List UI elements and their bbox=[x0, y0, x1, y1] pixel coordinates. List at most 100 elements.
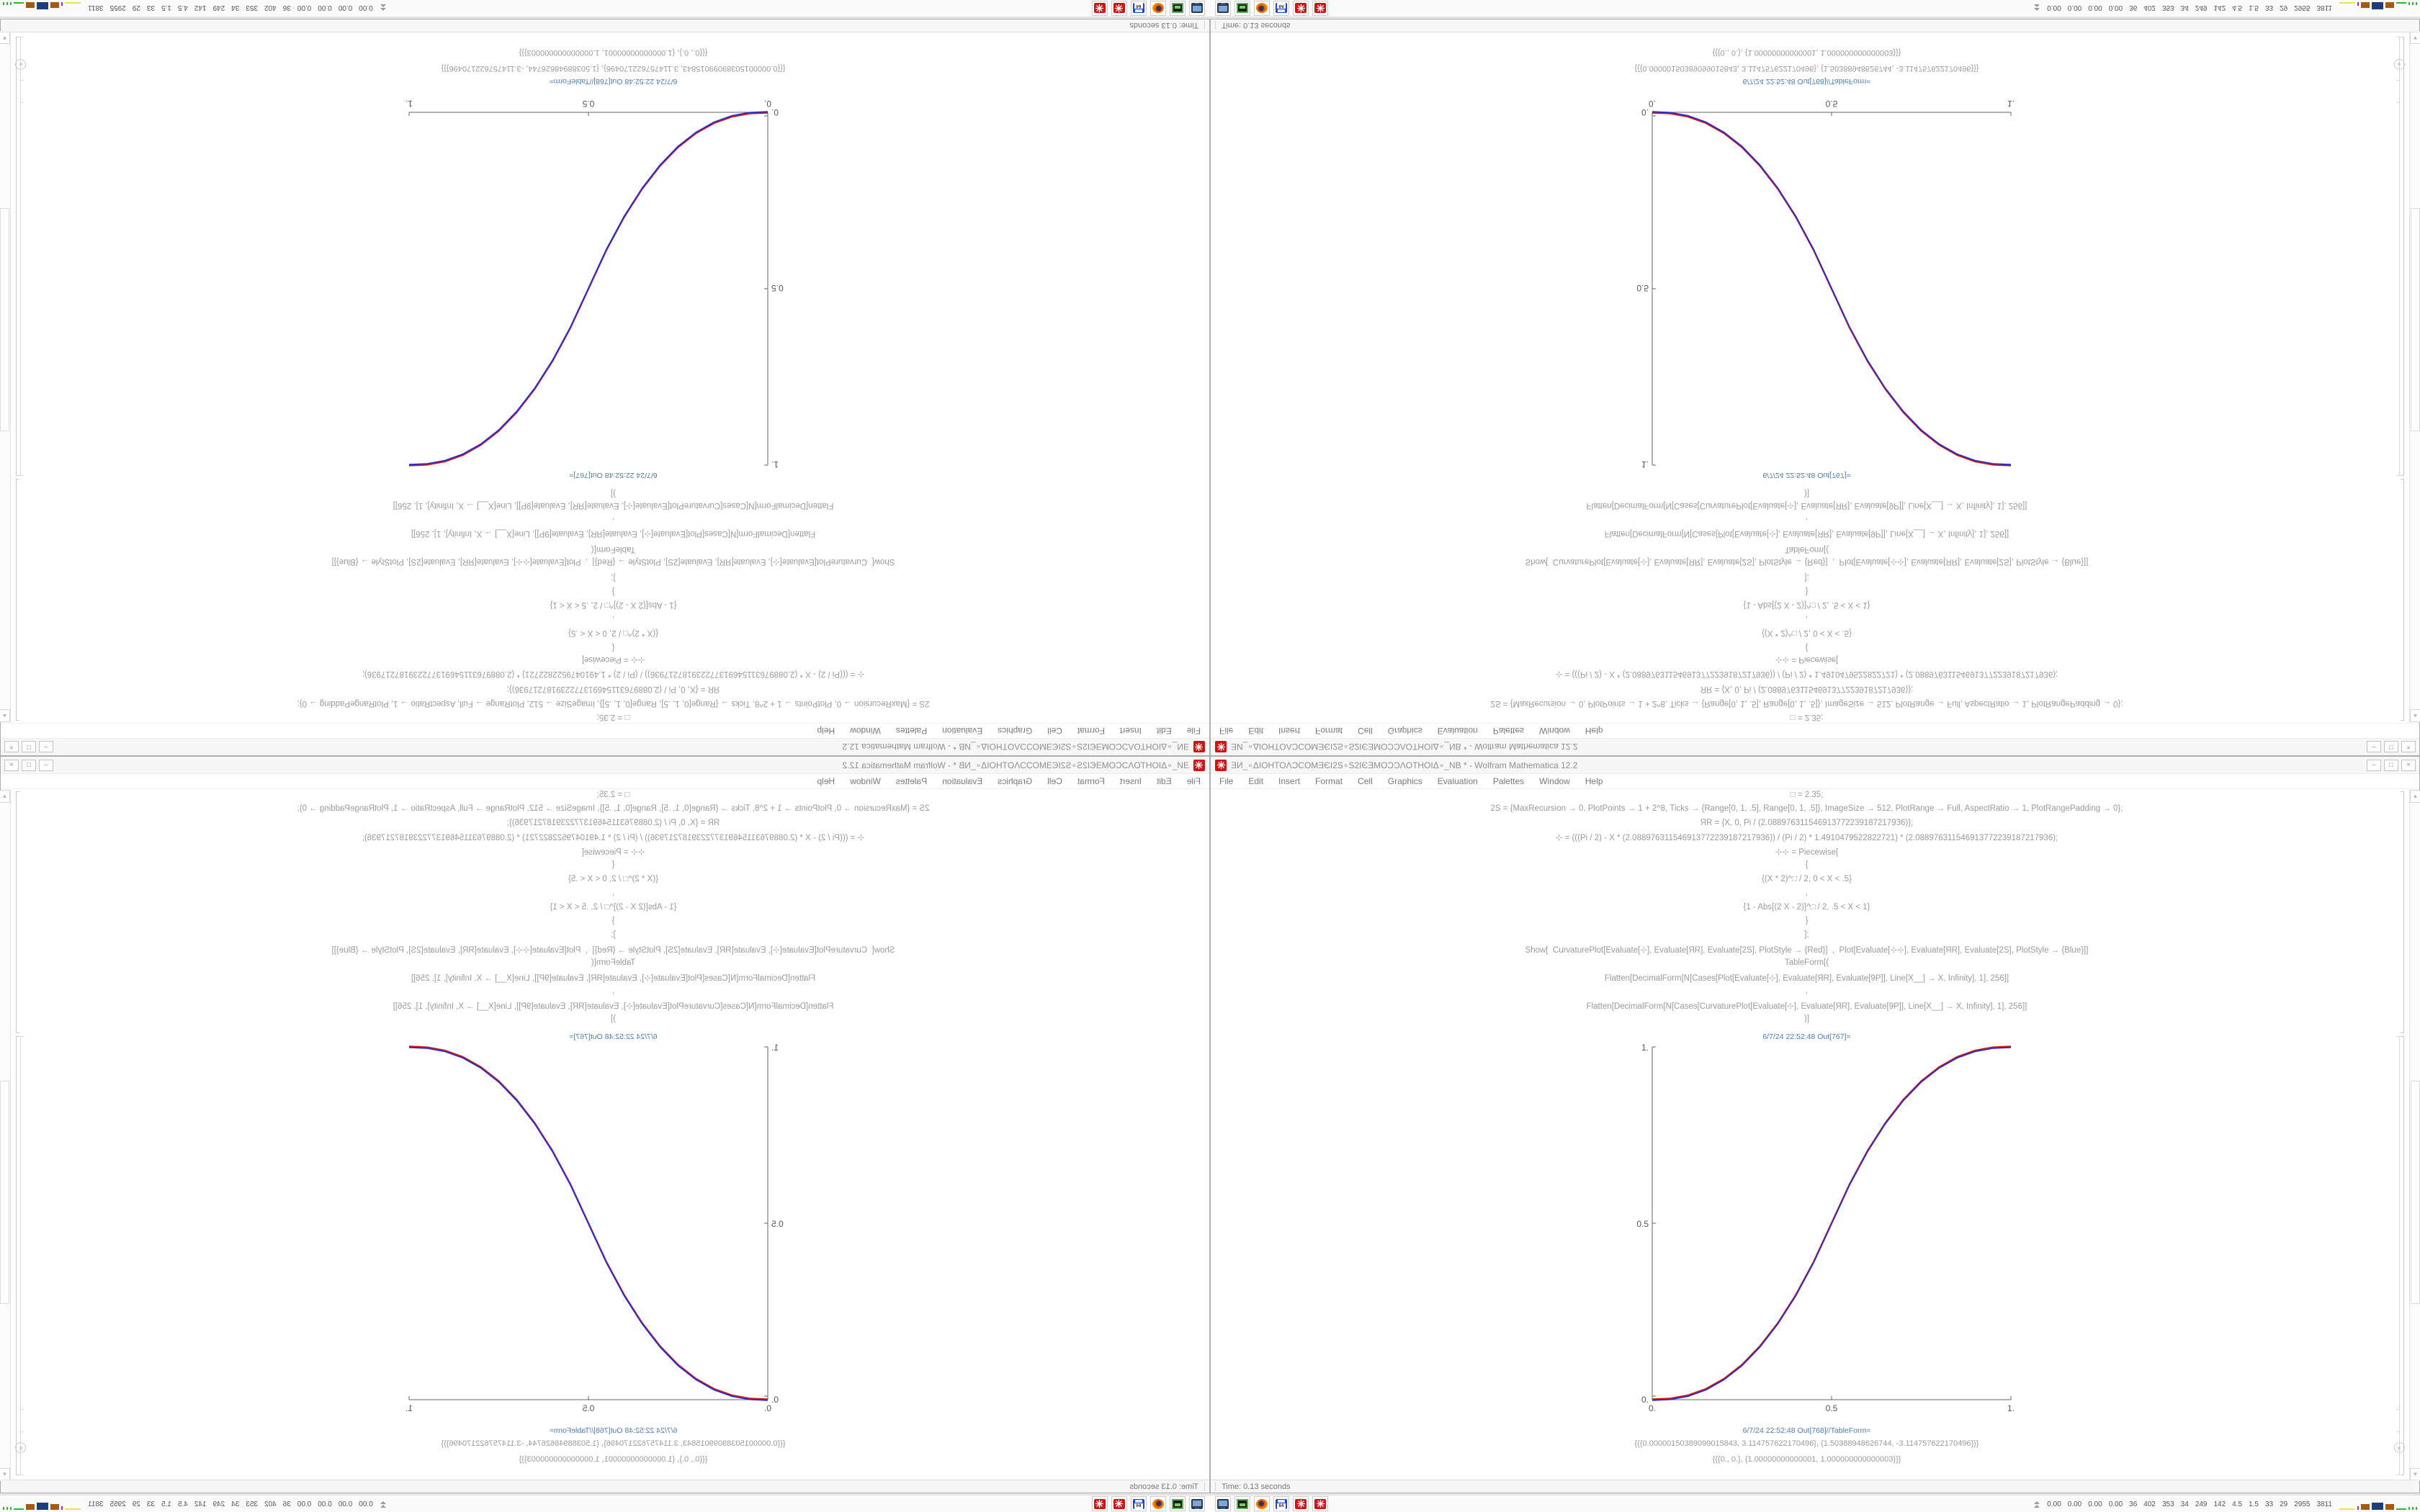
menu-edit[interactable]: Edit bbox=[1248, 726, 1264, 736]
table-cell-bracket[interactable] bbox=[2396, 37, 2400, 103]
input-cell-bracket[interactable] bbox=[2401, 479, 2404, 721]
menu-palettes[interactable]: Palettes bbox=[1492, 726, 1525, 736]
menu-file[interactable]: File bbox=[1219, 726, 1234, 736]
mathematica-icon[interactable] bbox=[1111, 1496, 1127, 1511]
code-line[interactable]: { bbox=[1805, 860, 1809, 870]
plot-cell-bracket[interactable] bbox=[20, 1036, 24, 1432]
scrollbar-up-icon[interactable]: ▲ bbox=[0, 709, 10, 722]
menu-edit[interactable]: Edit bbox=[1156, 726, 1172, 736]
code-line[interactable]: □ = 2.35; bbox=[1790, 713, 1824, 721]
code-line[interactable]: )] bbox=[1803, 489, 1810, 498]
code-line[interactable]: Show[ CurvaturePlot[Evaluate[⊹], Evaluat… bbox=[331, 945, 895, 955]
code-line[interactable]: {(X * 2)^□ / 2, 0 < X < .5} bbox=[568, 629, 658, 638]
scrollbar-thumb[interactable] bbox=[2411, 208, 2420, 431]
code-line[interactable]: 2S = {MaxRecursion → 0, PlotPoints → 1 +… bbox=[1490, 804, 2123, 814]
code-line[interactable]: } bbox=[611, 587, 615, 596]
firefox-icon[interactable] bbox=[1254, 1, 1270, 16]
input-cell[interactable]: □ = 2.35; 2S = {MaxRecursion → 0, PlotPo… bbox=[1211, 471, 2403, 722]
minimize-button[interactable]: – bbox=[39, 760, 53, 771]
input-cell[interactable]: □ = 2.35; 2S = {MaxRecursion → 0, PlotPo… bbox=[17, 790, 1209, 1041]
code-line[interactable]: {1 - Abs[(2 X - 2)]^□ / 2, .5 < X < 1} bbox=[550, 902, 677, 912]
code-line[interactable]: } bbox=[1805, 916, 1809, 925]
output-group-bracket[interactable] bbox=[2401, 1036, 2404, 1475]
scroll-indicator-icon[interactable] bbox=[2034, 4, 2040, 12]
jump-to-end-icon[interactable]: » bbox=[2394, 59, 2405, 70]
mathematica-icon[interactable] bbox=[1293, 1, 1309, 16]
jump-to-end-icon[interactable]: » bbox=[15, 59, 26, 70]
menu-format[interactable]: Format bbox=[1077, 726, 1105, 736]
jump-to-end-icon[interactable]: » bbox=[15, 1442, 26, 1453]
code-line[interactable]: □ = 2.35; bbox=[1790, 791, 1824, 799]
menu-help[interactable]: Help bbox=[817, 726, 835, 736]
title-bar[interactable]: ƎИ_∘ΔIOHTOΛƆCOMƎЄI2S∘S2IЄƎMOƆƆΛOTHOIΔ∘_N… bbox=[1211, 757, 2419, 774]
plot-cell-bracket[interactable] bbox=[2396, 1036, 2400, 1432]
menu-insert[interactable]: Insert bbox=[1278, 726, 1301, 736]
code-line[interactable]: , bbox=[1805, 614, 1809, 624]
input-cell-bracket[interactable] bbox=[16, 791, 19, 1033]
vertical-scrollbar[interactable]: ▲ ▼ bbox=[2409, 31, 2420, 722]
vertical-scrollbar[interactable]: ▲ ▼ bbox=[2409, 790, 2420, 1481]
menu-window[interactable]: Window bbox=[850, 776, 881, 786]
code-line[interactable]: 2S = {MaxRecursion → 0, PlotPoints → 1 +… bbox=[297, 804, 930, 814]
code-line[interactable]: ⊹ = (((Pi / 2) - X * (2.0889763115469137… bbox=[1555, 669, 2058, 678]
output-group-bracket[interactable] bbox=[2401, 37, 2404, 476]
menu-format[interactable]: Format bbox=[1077, 776, 1105, 786]
code-line[interactable]: Show[ CurvaturePlot[Evaluate[⊹], Evaluat… bbox=[1525, 945, 2089, 955]
display-settings-icon[interactable] bbox=[1189, 1496, 1205, 1511]
menu-window[interactable]: Window bbox=[850, 726, 881, 736]
code-line[interactable]: , bbox=[611, 888, 615, 898]
code-line[interactable]: { bbox=[611, 860, 615, 870]
menu-evaluation[interactable]: Evaluation bbox=[942, 726, 983, 736]
firefox-icon[interactable] bbox=[1254, 1496, 1270, 1511]
code-line[interactable]: ⊹ = (((Pi / 2) - X * (2.0889763115469137… bbox=[1555, 834, 2058, 843]
menu-insert[interactable]: Insert bbox=[1119, 726, 1142, 736]
code-line[interactable]: ]; bbox=[611, 930, 616, 940]
code-line[interactable]: □ = 2.35; bbox=[596, 791, 630, 799]
code-line[interactable]: 2S = {MaxRecursion → 0, PlotPoints → 1 +… bbox=[1490, 698, 2123, 708]
code-line[interactable]: ЯR = {X, 0, Pi / (2.08897631154691377223… bbox=[1700, 818, 1914, 827]
mathematica-icon[interactable] bbox=[1312, 1496, 1328, 1511]
code-line[interactable]: Flatten[DecimalForm[N[Cases[CurvaturePlo… bbox=[393, 1002, 834, 1011]
minimize-button[interactable]: – bbox=[39, 741, 53, 752]
menu-graphics[interactable]: Graphics bbox=[1387, 726, 1422, 736]
code-line[interactable]: , bbox=[1805, 986, 1809, 996]
close-button[interactable]: × bbox=[4, 741, 19, 752]
code-line[interactable]: ]; bbox=[1804, 930, 1809, 940]
close-button[interactable]: × bbox=[2401, 760, 2416, 771]
output-group-bracket[interactable] bbox=[16, 1036, 19, 1475]
menu-help[interactable]: Help bbox=[1585, 776, 1603, 786]
menu-file[interactable]: File bbox=[1186, 726, 1201, 736]
code-line[interactable]: ⊹ = (((Pi / 2) - X * (2.0889763115469137… bbox=[362, 834, 865, 843]
maximize-button[interactable]: □ bbox=[2384, 741, 2398, 752]
scrollbar-down-icon[interactable]: ▼ bbox=[0, 31, 10, 44]
code-line[interactable]: Flatten[DecimalForm[N[Cases[Plot[Evaluat… bbox=[411, 529, 816, 539]
menu-palettes[interactable]: Palettes bbox=[895, 776, 928, 786]
code-line[interactable]: ЯR = {X, 0, Pi / (2.08897631154691377223… bbox=[506, 818, 720, 827]
input-cell-bracket[interactable] bbox=[16, 479, 19, 721]
close-button[interactable]: × bbox=[2401, 741, 2416, 752]
display-settings-icon[interactable] bbox=[1215, 1, 1231, 16]
menu-graphics[interactable]: Graphics bbox=[998, 776, 1033, 786]
menu-evaluation[interactable]: Evaluation bbox=[942, 776, 983, 786]
menu-graphics[interactable]: Graphics bbox=[998, 726, 1033, 736]
code-line[interactable]: ⊹⊹ = Piecewise[ bbox=[1775, 655, 1839, 665]
code-line[interactable]: } bbox=[611, 916, 615, 925]
code-line[interactable]: 2S = {MaxRecursion → 0, PlotPoints → 1 +… bbox=[297, 698, 930, 708]
menu-palettes[interactable]: Palettes bbox=[895, 726, 928, 736]
floppy-64-icon[interactable] bbox=[1273, 1, 1289, 16]
scrollbar-thumb[interactable] bbox=[0, 1081, 9, 1304]
menu-format[interactable]: Format bbox=[1315, 726, 1343, 736]
input-cell[interactable]: □ = 2.35; 2S = {MaxRecursion → 0, PlotPo… bbox=[17, 471, 1209, 722]
code-line[interactable]: Flatten[DecimalForm[N[Cases[CurvaturePlo… bbox=[393, 501, 834, 510]
menu-edit[interactable]: Edit bbox=[1248, 776, 1264, 786]
code-line[interactable]: , bbox=[611, 516, 615, 526]
code-line[interactable]: □ = 2.35; bbox=[596, 713, 630, 721]
code-line[interactable]: ⊹⊹ = Piecewise[ bbox=[581, 847, 645, 857]
title-bar[interactable]: ƎИ_∘ΔIOHTOΛƆCOMƎЄI2S∘S2IЄƎMOƆƆΛOTHOIΔ∘_N… bbox=[1, 738, 1209, 755]
close-button[interactable]: × bbox=[4, 760, 19, 771]
code-line[interactable]: Flatten[DecimalForm[N[Cases[CurvaturePlo… bbox=[1586, 1002, 2027, 1011]
code-line[interactable]: TableForm[( bbox=[591, 958, 636, 968]
menu-window[interactable]: Window bbox=[1539, 776, 1570, 786]
code-line[interactable]: , bbox=[1805, 516, 1809, 526]
code-line[interactable]: Flatten[DecimalForm[N[Cases[Plot[Evaluat… bbox=[1604, 973, 2009, 983]
